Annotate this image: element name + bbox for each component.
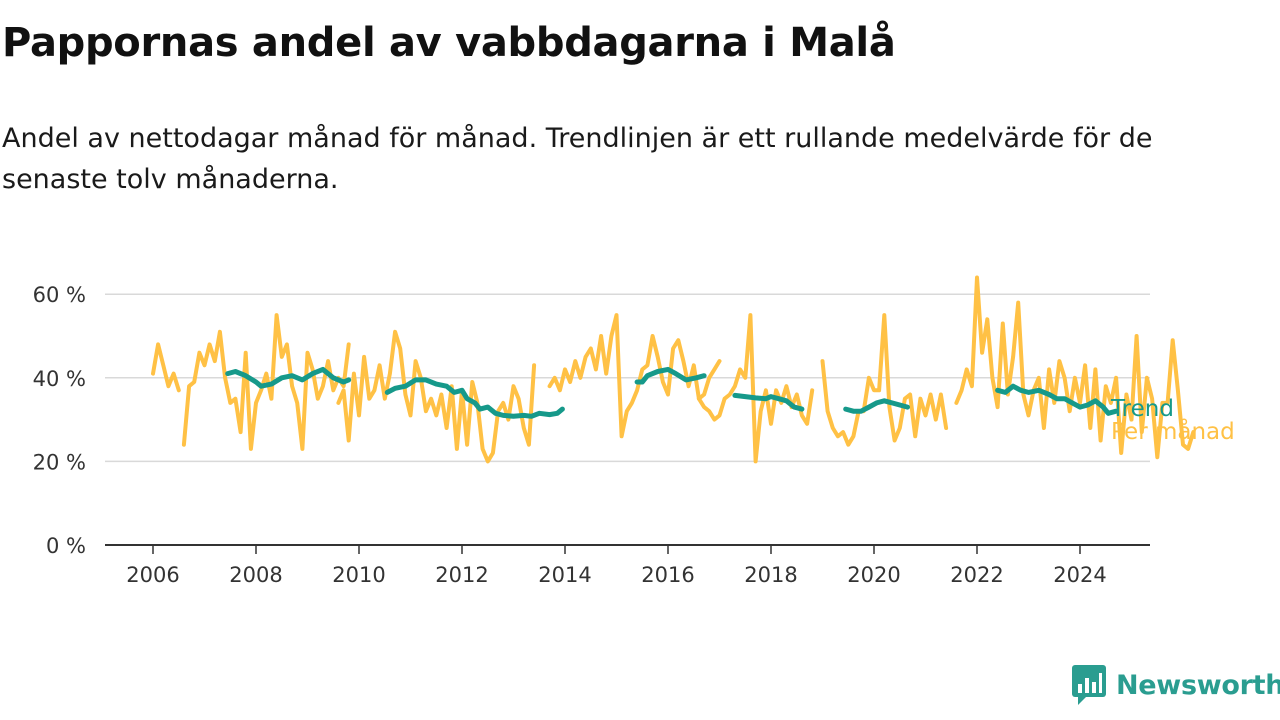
brand-logo: Newsworthy — [1072, 664, 1280, 706]
series-line-per-m-nad — [820, 313, 949, 447]
series-line-per-m-nad — [547, 313, 722, 439]
x-tick-label: 2024 — [1053, 563, 1106, 587]
series-line-per-m-nad — [954, 275, 1196, 460]
axes: 0 % 20 % 40 % 60 % 2006 2008 2010 2012 2014 2016 2… — [33, 283, 1150, 587]
series-label-trend: Trend — [1110, 396, 1174, 422]
series-line-trend — [634, 366, 707, 385]
y-tick-label: 40 % — [33, 367, 86, 391]
y-tick-label: 0 % — [46, 534, 86, 558]
series-line-per-m-nad — [151, 342, 181, 393]
x-tick-label: 2012 — [435, 563, 488, 587]
x-tick-label: 2010 — [332, 563, 385, 587]
series-line-per-m-nad — [181, 313, 351, 451]
series-line-per-m-nad — [336, 329, 537, 464]
series-line-per-m-nad — [696, 313, 815, 464]
y-tick-label: 20 % — [33, 450, 86, 474]
x-tick-label: 2022 — [950, 563, 1003, 587]
newsworthy-logo-icon — [1072, 665, 1106, 705]
series-line-trend — [732, 392, 805, 412]
x-tick-label: 2016 — [641, 563, 694, 587]
series-line-trend — [225, 366, 352, 389]
x-tick-label: 2008 — [229, 563, 282, 587]
chart-subtitle: Andel av nettodagar månad för månad. Tre… — [2, 123, 1153, 195]
x-tick-label: 2018 — [744, 563, 797, 587]
chart-title: Pappornas andel av vabbdagarna i Malå — [2, 20, 896, 66]
x-tick-label: 2020 — [847, 563, 900, 587]
series-label-per-manad: Per månad — [1111, 417, 1235, 445]
x-tick-label: 2014 — [538, 563, 591, 587]
series-line-trend — [843, 398, 910, 414]
series-per-manad — [151, 275, 1196, 464]
y-tick-label: 60 % — [33, 283, 86, 307]
x-tick-label: 2006 — [126, 563, 179, 587]
brand-name: Newsworthy — [1116, 669, 1280, 701]
series-line-trend — [384, 377, 565, 419]
series-trend — [225, 366, 1119, 419]
series-line-trend — [995, 383, 1119, 416]
